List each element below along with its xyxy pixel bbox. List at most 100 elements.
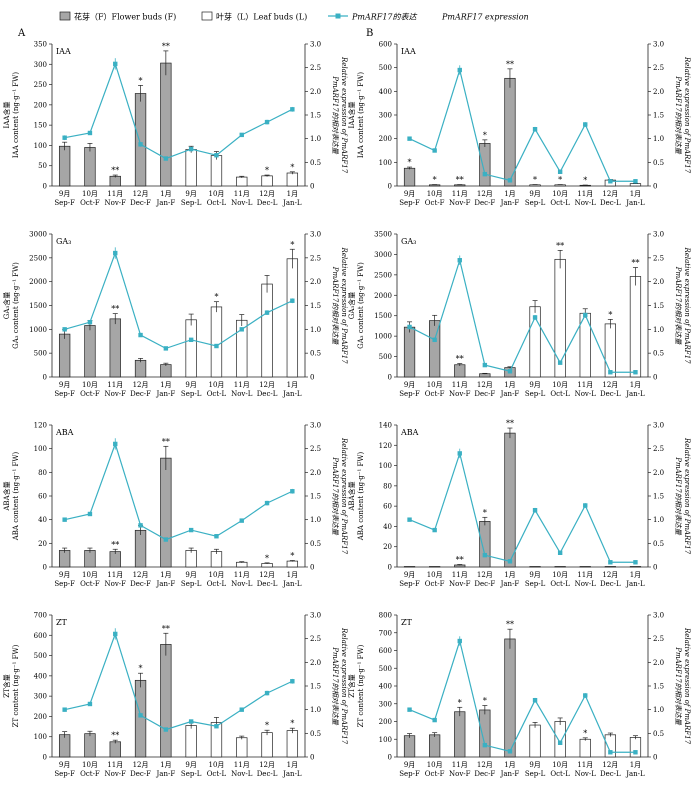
expression-point bbox=[507, 749, 513, 754]
x-tick-label-en: Jan-L bbox=[282, 199, 302, 207]
x-tick-label-cn: 12月 bbox=[602, 190, 618, 198]
y-axis-label-cn: IAA含量 bbox=[2, 102, 11, 129]
y2-tick-label: 2.0 bbox=[653, 88, 664, 96]
x-tick-label-en: Dec-F bbox=[130, 390, 151, 398]
significance-mark: ** bbox=[111, 540, 119, 549]
panel-letter-a: A bbox=[17, 28, 26, 39]
y2-tick-label: 3.0 bbox=[653, 612, 664, 620]
y-tick-label: 200 bbox=[34, 101, 47, 109]
expression-point bbox=[608, 560, 613, 565]
expression-point bbox=[163, 346, 169, 351]
x-tick-label-cn: 10月 bbox=[82, 381, 98, 389]
y2-axis-label-cn: PmARF17的相对表达量 bbox=[674, 456, 682, 535]
bar bbox=[58, 734, 71, 758]
y2-tick-label: 1.5 bbox=[653, 302, 664, 310]
x-tick-label-cn: 1月 bbox=[287, 571, 298, 579]
x-tick-label-en: Nov-F bbox=[104, 199, 126, 207]
x-tick-label-cn: 9月 bbox=[185, 571, 196, 579]
significance-mark: ** bbox=[456, 555, 464, 564]
expression-point bbox=[163, 537, 169, 542]
y-axis-label-en: ZT content (ng·g⁻¹ FW) bbox=[12, 644, 20, 727]
x-tick-label-cn: 11月 bbox=[452, 761, 468, 769]
expression-point bbox=[608, 750, 613, 755]
y2-tick-label: 2.0 bbox=[653, 469, 664, 477]
y2-tick-label: 1.0 bbox=[310, 326, 321, 334]
chart-panel-4: 0 500 1000 1500 2000 2500 3000 3500 0 0.5 1.0 1.5 2.… bbox=[347, 231, 691, 399]
chart-panel-5: 0 20 40 60 80 100 120 0 0.5 1.0 1.5 2.0 2.5 3.0 ABA ABA… bbox=[2, 422, 348, 589]
significance-mark: ** bbox=[111, 305, 119, 314]
x-tick-label-en: Dec-L bbox=[257, 770, 278, 778]
expression-point bbox=[457, 451, 462, 456]
y2-axis-label-en: Relative expression of PmARF17 bbox=[683, 56, 691, 174]
y2-tick-label: 1.0 bbox=[310, 516, 321, 524]
y2-axis-label-cn: PmARF17的相对表达量 bbox=[674, 75, 682, 154]
bar bbox=[84, 733, 96, 758]
x-tick-label-en: Jan-F bbox=[500, 580, 520, 588]
legend-expression-label-cn: PmARF17的表达 bbox=[351, 13, 417, 22]
x-tick-label-en: Oct-L bbox=[207, 199, 227, 207]
x-tick-label-en: Jan-F bbox=[500, 770, 520, 778]
y-axis-label-cn: ABA含量 bbox=[2, 481, 11, 511]
y-tick-label: 500 bbox=[34, 652, 47, 660]
x-tick-label-cn: 12月 bbox=[259, 190, 275, 198]
x-tick-label-cn: 12月 bbox=[477, 381, 493, 389]
bar bbox=[504, 638, 516, 758]
expression-line bbox=[409, 451, 636, 563]
x-tick-label-cn: 11月 bbox=[577, 761, 593, 769]
y2-tick-label: 2.5 bbox=[653, 445, 664, 453]
y-tick-label: 600 bbox=[379, 41, 392, 49]
panel-letter-b: B bbox=[366, 28, 373, 39]
y2-axis-label-cn: PmARF17的相对表达量 bbox=[674, 266, 682, 345]
expression-point bbox=[113, 631, 118, 637]
expression-point bbox=[188, 337, 194, 343]
expression-point bbox=[557, 360, 563, 365]
y2-tick-label: 0.5 bbox=[653, 540, 664, 548]
y2-tick-label: 1.0 bbox=[653, 706, 664, 714]
x-tick-label-cn: 12月 bbox=[602, 761, 618, 769]
significance-mark: * bbox=[265, 554, 269, 563]
y-tick-label: 700 bbox=[379, 629, 392, 637]
expression-point bbox=[457, 258, 462, 263]
x-tick-label-en: Nov-L bbox=[231, 770, 253, 778]
x-tick-label-cn: 10月 bbox=[552, 761, 568, 769]
expression-point bbox=[239, 518, 244, 523]
y2-axis-label-cn: PmARF17的相对表达量 bbox=[331, 75, 339, 154]
y-tick-label: 200 bbox=[34, 713, 47, 721]
y2-tick-label: 2.0 bbox=[310, 278, 321, 286]
bar bbox=[429, 566, 441, 568]
x-tick-label-cn: 12月 bbox=[133, 761, 149, 769]
x-tick-label-en: Oct-L bbox=[207, 770, 227, 778]
x-tick-label-cn: 9月 bbox=[529, 571, 540, 579]
expression-point bbox=[138, 523, 143, 528]
expression-point bbox=[407, 136, 412, 141]
x-tick-label-en: Oct-F bbox=[80, 770, 100, 778]
x-tick-label-en: Oct-L bbox=[207, 580, 227, 588]
expression-point bbox=[532, 698, 538, 703]
x-tick-label-en: Sep-F bbox=[54, 770, 75, 778]
bar bbox=[210, 155, 223, 187]
x-tick-label-cn: 11月 bbox=[452, 381, 468, 389]
x-tick-label-cn: 1月 bbox=[630, 571, 641, 579]
x-tick-label-cn: 11月 bbox=[577, 571, 593, 579]
x-tick-label-en: Nov-L bbox=[231, 580, 253, 588]
expression-point bbox=[188, 146, 194, 152]
bar bbox=[454, 364, 466, 378]
bar bbox=[554, 721, 566, 758]
expression-line bbox=[64, 62, 293, 160]
significance-mark: * bbox=[483, 697, 487, 706]
x-tick-label-cn: 1月 bbox=[160, 381, 171, 389]
x-tick-label-cn: 10月 bbox=[208, 190, 224, 198]
x-tick-label-en: Sep-L bbox=[525, 770, 546, 778]
expression-point bbox=[507, 559, 513, 564]
significance-mark: * bbox=[290, 240, 294, 249]
y2-tick-label: 0 bbox=[310, 374, 314, 382]
y2-tick-label: 1.5 bbox=[310, 112, 321, 120]
expression-point bbox=[290, 489, 295, 494]
expression-point bbox=[532, 315, 538, 320]
x-tick-label-en: Oct-F bbox=[425, 770, 445, 778]
x-tick-label-cn: 10月 bbox=[82, 571, 98, 579]
bar bbox=[479, 709, 491, 758]
x-tick-label-cn: 10月 bbox=[82, 761, 98, 769]
x-tick-label-en: Dec-F bbox=[130, 199, 151, 207]
expression-point bbox=[457, 67, 462, 73]
